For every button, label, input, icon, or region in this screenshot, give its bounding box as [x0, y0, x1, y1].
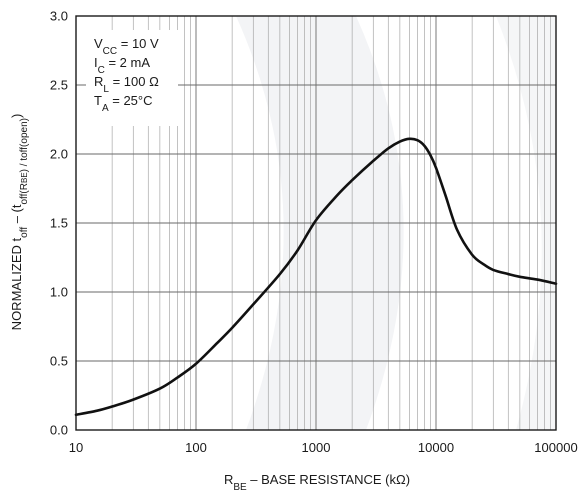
conditions-background	[86, 30, 178, 126]
y-tick-label: 2.0	[50, 147, 68, 162]
x-tick-label: 10	[69, 440, 83, 455]
x-axis-label: RBE – BASE RESISTANCE (kΩ)	[224, 472, 410, 493]
condition-rl: RL = 100 Ω	[94, 74, 159, 95]
grid	[76, 16, 556, 430]
decor-stripe	[496, 16, 556, 430]
y-tick-label: 1.5	[50, 216, 68, 231]
condition-ta: TA = 25°C	[94, 93, 153, 114]
x-tick-labels: 10 100 1000 10000 100000	[69, 440, 578, 455]
y-tick-label: 0.5	[50, 354, 68, 369]
condition-ic: IC = 2 mA	[94, 55, 150, 76]
x-tick-label: 10000	[418, 440, 454, 455]
y-tick-label: 0.0	[50, 423, 68, 438]
y-tick-label: 2.5	[50, 78, 68, 93]
x-tick-label: 100000	[534, 440, 577, 455]
conditions-box: VCC = 10 V IC = 2 mA RL = 100 Ω TA = 25°…	[86, 30, 178, 126]
x-tick-label: 1000	[302, 440, 331, 455]
x-tick-label: 100	[185, 440, 207, 455]
series-line	[74, 137, 558, 417]
condition-vcc: VCC = 10 V	[94, 36, 159, 57]
y-tick-label: 1.0	[50, 285, 68, 300]
plot-frame	[75, 15, 557, 431]
y-tick-label: 3.0	[50, 9, 68, 24]
y-axis-label: NORMALIZED toff – (toff(RBE) / toff(open…	[9, 114, 30, 331]
plot-series	[74, 137, 558, 417]
y-tick-labels: 0.0 0.5 1.0 1.5 2.0 2.5 3.0	[50, 9, 68, 438]
